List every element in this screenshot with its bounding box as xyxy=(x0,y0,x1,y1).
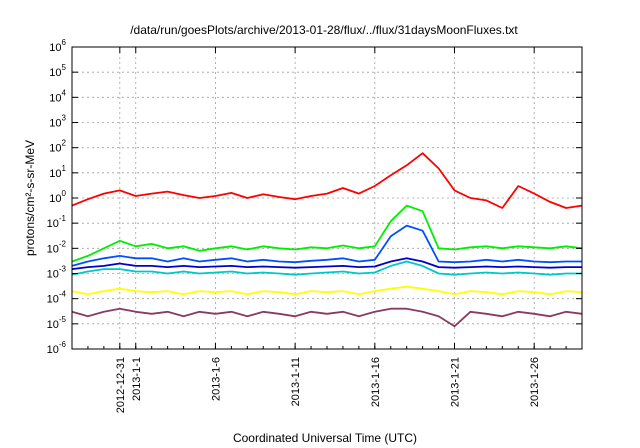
y-tick-exponent: -2 xyxy=(59,239,67,248)
x-axis: 2012-12-31 2013-1-1 2013-1-6 2013-1-11 2013-… xyxy=(71,47,583,413)
x-tick-label: 2012-12-31 xyxy=(115,357,127,413)
y-tick-exponent: 0 xyxy=(62,189,67,198)
y-tick-exponent: 1 xyxy=(62,164,67,173)
y-axis: 10-610-510-410-310-210-11001011021031041… xyxy=(47,38,582,356)
y-tick-label: 10-6 xyxy=(47,340,67,356)
y-tick-exponent: 5 xyxy=(62,63,67,72)
y-tick-exponent: -5 xyxy=(59,315,67,324)
y-tick-exponent: 4 xyxy=(62,88,67,97)
series-line-5 xyxy=(71,257,582,270)
y-tick-label: 101 xyxy=(49,164,66,180)
y-tick-label: 104 xyxy=(49,88,66,104)
y-tick-exponent: 3 xyxy=(62,114,67,123)
y-axis-label: protons/cm²-s-sr-MeV xyxy=(23,140,37,256)
y-tick-label: 10-3 xyxy=(47,265,67,281)
x-tick-label: 2013-1-26 xyxy=(529,357,541,407)
x-tick-label: 2013-1-1 xyxy=(131,357,143,401)
y-tick-label: 10-1 xyxy=(47,214,67,230)
y-tick-exponent: -3 xyxy=(59,265,67,274)
chart-title: /data/run/goesPlots/archive/2013-01-28/f… xyxy=(130,23,518,37)
series-line-6 xyxy=(71,285,583,296)
y-tick-exponent: -4 xyxy=(59,290,67,299)
y-tick-label: 106 xyxy=(49,38,66,54)
series-line-3 xyxy=(71,260,582,276)
y-tick-exponent: -1 xyxy=(59,214,67,223)
series-lines xyxy=(71,152,583,328)
grid xyxy=(72,47,582,349)
y-tick-exponent: 6 xyxy=(62,38,67,47)
x-tick-label: 2013-1-11 xyxy=(290,357,302,406)
y-tick-label: 100 xyxy=(49,189,66,205)
x-tick-label: 2013-1-6 xyxy=(210,357,222,401)
x-tick-label: 2013-1-21 xyxy=(450,357,462,407)
y-tick-label: 105 xyxy=(49,63,66,79)
y-tick-label: 10-2 xyxy=(47,239,67,255)
series-line-1 xyxy=(71,152,583,209)
y-tick-label: 103 xyxy=(49,114,66,130)
series-line-4 xyxy=(71,224,582,267)
y-tick-label: 102 xyxy=(49,139,66,155)
series-line-7 xyxy=(71,307,583,328)
x-axis-label: Coordinated Universal Time (UTC) xyxy=(233,431,417,445)
y-tick-exponent: 2 xyxy=(62,139,67,148)
series-line-2 xyxy=(71,204,583,263)
y-tick-label: 10-5 xyxy=(47,315,67,331)
y-tick-exponent: -6 xyxy=(59,340,67,349)
y-tick-label: 10-4 xyxy=(47,290,67,306)
x-tick-label: 2013-1-16 xyxy=(370,357,382,407)
